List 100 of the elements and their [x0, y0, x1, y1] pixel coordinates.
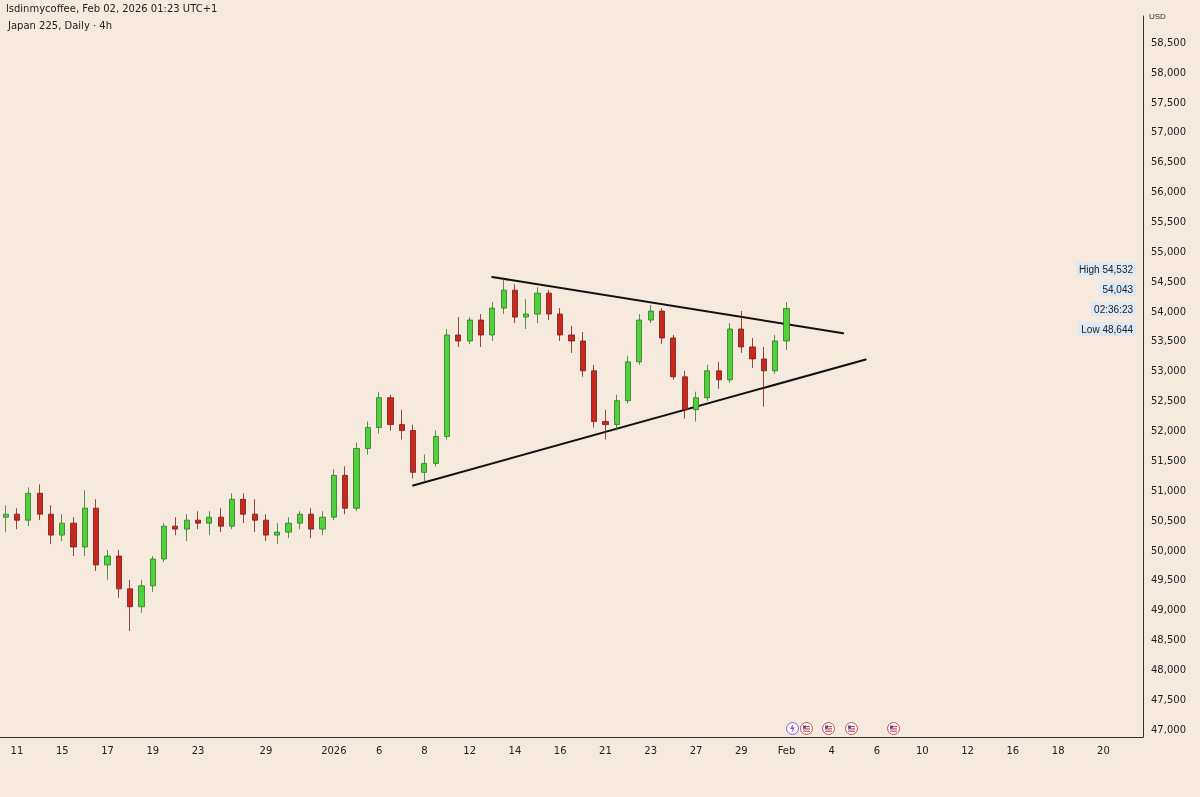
- candlestick: [319, 510, 326, 536]
- candlestick: [206, 510, 212, 536]
- candlestick: [749, 337, 756, 369]
- x-tick-label: 18: [1051, 744, 1065, 756]
- y-tick-label: 56,500: [1151, 156, 1186, 168]
- candlestick: [467, 316, 473, 345]
- candlestick: [557, 307, 563, 342]
- y-tick-label: 58,000: [1151, 66, 1186, 78]
- candlestick: [568, 325, 575, 354]
- x-tick-label: 8: [421, 744, 428, 756]
- candlestick: [14, 507, 20, 530]
- candlestick: [104, 549, 111, 581]
- x-tick-label: 12: [463, 744, 477, 756]
- candlestick: [274, 522, 280, 545]
- y-tick-label: 48,000: [1151, 664, 1186, 675]
- chart-subtitle: lsdinmycoffee, Feb 02, 2026 01:23 UTC+1: [6, 2, 218, 14]
- candlestick: [512, 283, 518, 324]
- y-tick-label: 52,500: [1151, 395, 1186, 407]
- y-tick-label: 58,500: [1151, 36, 1186, 48]
- x-tick-label: 4: [828, 744, 835, 756]
- candlestick: [376, 391, 382, 434]
- candlestick: [365, 421, 371, 455]
- candlestick: [433, 430, 439, 467]
- y-axis-title: USD: [1149, 11, 1167, 21]
- candlestick: [93, 498, 99, 572]
- candlestick: [138, 579, 145, 614]
- candlestick: [704, 364, 710, 402]
- candlestick: [614, 394, 620, 431]
- x-tick-label: 12: [961, 744, 974, 756]
- candlestick: [410, 424, 416, 479]
- y-tick-label: 49,000: [1151, 604, 1186, 616]
- candlestick: [761, 346, 767, 408]
- candlestick: [195, 510, 201, 530]
- candlestick: [331, 468, 337, 521]
- candlestick: [489, 301, 495, 342]
- y-tick-label: 47,500: [1151, 693, 1186, 705]
- candlestick: [70, 516, 77, 557]
- candlestick: [172, 516, 178, 536]
- y-tick-label: 50,500: [1151, 514, 1186, 526]
- candlestick: [161, 522, 167, 563]
- candlestick: [25, 486, 31, 527]
- candlestick: [772, 334, 778, 375]
- y-tick-label: 55,000: [1151, 245, 1186, 257]
- candlestick: [150, 555, 156, 593]
- y-tick-label: 54,500: [1151, 275, 1186, 287]
- x-tick-label: 11: [10, 744, 24, 756]
- candlestick: [501, 278, 507, 315]
- candlestick: [116, 549, 122, 599]
- candlestick: [229, 492, 235, 530]
- candlestick: [682, 370, 688, 420]
- y-tick-label: 51,500: [1151, 454, 1186, 466]
- x-tick-label: 21: [599, 744, 612, 756]
- x-tick-label: 29: [734, 744, 748, 756]
- candlestick: [523, 298, 529, 330]
- candlestick: [218, 507, 224, 533]
- candlestick: [59, 513, 65, 542]
- x-tick-label: 19: [146, 744, 160, 756]
- x-tick-label: 15: [55, 744, 69, 756]
- y-tick-label: 49,500: [1151, 574, 1186, 586]
- chart-title: Japan 225, Daily · 4h: [7, 19, 113, 31]
- candlestick: [240, 492, 246, 524]
- x-tick-label: 16: [1006, 744, 1020, 756]
- candlestick: [342, 466, 348, 515]
- x-tick-label: 6: [873, 744, 881, 756]
- y-tick-label: 51,000: [1151, 484, 1186, 496]
- candlestick: [455, 316, 461, 348]
- candlestick: [478, 313, 484, 348]
- y-tick-label: 50,000: [1151, 544, 1186, 556]
- candlestick: [353, 442, 360, 512]
- candlestick: [580, 331, 586, 378]
- candlestick: [783, 301, 790, 351]
- candlestick: [297, 510, 303, 530]
- annotation: 02:36:23: [1094, 303, 1134, 315]
- candlestick: [387, 394, 394, 431]
- y-tick-label: 53,500: [1151, 335, 1186, 347]
- candlestick: [37, 483, 43, 521]
- x-tick-label: 2026: [321, 744, 347, 756]
- candlestick: [727, 322, 733, 384]
- candlestick: [625, 355, 631, 405]
- x-tick-label: 14: [508, 744, 522, 756]
- candlestick: [659, 307, 665, 345]
- y-tick-label: 57,500: [1151, 96, 1186, 108]
- y-tick-label: 48,500: [1151, 634, 1186, 646]
- y-tick-label: 53,000: [1151, 365, 1186, 377]
- x-tick-label: 6: [375, 744, 383, 756]
- candlestick: [82, 489, 88, 557]
- candlestick: [399, 409, 405, 440]
- y-tick-label: 55,500: [1151, 215, 1186, 227]
- candlestick: [534, 286, 541, 324]
- x-tick-label: Feb: [777, 744, 796, 756]
- candlestick: [252, 498, 258, 533]
- candlestick: [602, 409, 609, 440]
- candlestick: [308, 507, 314, 539]
- candlestick: [716, 361, 722, 390]
- x-tick-label: 20: [1097, 744, 1110, 756]
- y-tick-label: 47,000: [1151, 723, 1186, 735]
- candlestick: [636, 313, 642, 366]
- y-tick-label: 52,000: [1151, 425, 1186, 437]
- candlestick: [263, 513, 269, 542]
- x-tick-label: 23: [191, 744, 205, 756]
